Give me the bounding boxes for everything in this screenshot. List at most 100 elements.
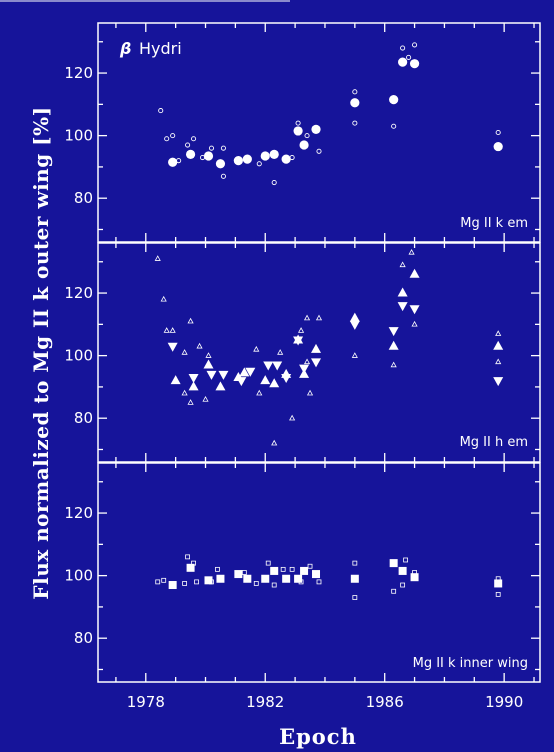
- data-point-filled-circle: [311, 124, 321, 134]
- data-point-filled-triangle-down: [245, 367, 256, 377]
- data-point-open-triangle: [187, 399, 194, 405]
- data-point-open-circle: [271, 180, 277, 186]
- data-point-filled-circle: [350, 98, 360, 108]
- data-point-filled-circle: [233, 156, 243, 166]
- data-point-open-square: [307, 563, 313, 569]
- panel-label-inner-wing: Mg II k inner wing: [413, 656, 528, 671]
- data-point-filled-triangle-up: [215, 381, 226, 391]
- data-point-open-circle: [316, 148, 322, 154]
- data-point-open-square: [182, 581, 188, 586]
- data-point-filled-square: [294, 574, 303, 583]
- data-point-open-square: [412, 570, 417, 575]
- data-point-open-triangle: [154, 255, 161, 261]
- x-axis-title: Epoch: [279, 724, 357, 749]
- data-point-open-circle: [495, 145, 501, 151]
- data-point-filled-triangle-down: [388, 327, 399, 337]
- y-tick-label: 80: [74, 629, 93, 647]
- y-tick-label: 100: [64, 127, 93, 145]
- data-point-open-circle: [158, 108, 164, 114]
- data-point-filled-triangle-down: [206, 370, 217, 380]
- data-point-open-square: [209, 579, 214, 585]
- data-point-open-circle: [412, 42, 418, 48]
- data-point-open-triangle: [196, 342, 203, 349]
- star-greek-letter: β: [119, 39, 131, 58]
- data-point-filled-square: [350, 574, 359, 583]
- data-point-filled-circle: [260, 151, 270, 161]
- data-point-open-triangle: [163, 327, 170, 333]
- tick-labels: 80 100 120 80 100 120 80 100 120 1978 1982 1986 1990: [64, 64, 523, 711]
- x-tick-label: 1990: [485, 693, 523, 711]
- data-point-open-circle: [406, 54, 412, 60]
- data-point-open-triangle: [411, 320, 418, 327]
- data-point-filled-triangle-down: [167, 342, 178, 352]
- data-point-filled-triangle-down: [281, 374, 292, 384]
- data-point-filled-triangle-down: [349, 320, 360, 330]
- data-point-open-circle: [289, 154, 295, 161]
- data-point-open-triangle: [202, 395, 209, 402]
- data-point-filled-circle: [185, 149, 196, 159]
- data-point-filled-square: [186, 563, 195, 572]
- data-point-filled-triangle-up: [188, 381, 199, 391]
- panel-label-h-em: Mg II h em: [460, 435, 528, 450]
- data-point-open-circle: [352, 89, 358, 95]
- data-point-open-circle: [391, 123, 397, 129]
- data-point-open-circle: [191, 136, 197, 142]
- data-point-filled-triangle-up: [493, 340, 504, 350]
- data-point-open-triangle: [408, 248, 415, 255]
- data-point-open-circle: [256, 161, 262, 167]
- data-point-open-square: [271, 582, 277, 588]
- data-point-open-circle: [304, 133, 310, 139]
- data-point-open-square: [403, 557, 409, 563]
- data-point-filled-triangle-down: [409, 305, 420, 315]
- data-point-filled-square: [216, 574, 225, 583]
- data-point-open-square: [215, 566, 220, 572]
- y-tick-label: 100: [64, 567, 93, 585]
- data-point-filled-triangle-down: [293, 336, 304, 346]
- data-point-open-triangle: [495, 330, 502, 336]
- data-point-open-circle: [220, 173, 226, 179]
- data-point-filled-square: [168, 581, 177, 590]
- data-point-filled-triangle-down: [397, 302, 408, 312]
- data-point-open-square: [298, 579, 304, 585]
- data-point-open-circle: [164, 136, 170, 142]
- data-point-filled-triangle-down: [188, 374, 199, 384]
- data-point-open-circle: [208, 145, 215, 151]
- data-point-filled-circle: [389, 95, 399, 105]
- data-point-filled-circle: [242, 154, 252, 164]
- data-point-filled-triangle-up: [397, 287, 408, 297]
- y-tick-label: 100: [64, 347, 93, 365]
- y-tick-label: 80: [74, 409, 93, 427]
- data-point-filled-square: [312, 570, 321, 579]
- data-point-filled-triangle-up: [388, 340, 399, 350]
- data-point-filled-triangle-down: [311, 358, 322, 368]
- data-point-open-circle: [295, 120, 301, 126]
- data-point-open-triangle: [205, 352, 212, 358]
- data-point-filled-triangle-up: [170, 375, 181, 385]
- data-point-open-triangle: [289, 414, 296, 421]
- data-point-open-triangle: [351, 352, 358, 358]
- data-point-open-circle: [185, 142, 191, 148]
- data-point-filled-triangle-down: [272, 361, 283, 371]
- data-point-open-triangle: [271, 439, 278, 446]
- data-point-filled-square: [243, 574, 252, 583]
- data-point-open-square: [185, 554, 190, 560]
- data-point-open-triangle: [303, 314, 311, 321]
- data-point-filled-triangle-up: [203, 359, 214, 369]
- data-point-open-circle: [199, 154, 206, 161]
- data-point-filled-circle: [281, 154, 291, 164]
- data-point-open-triangle: [495, 358, 502, 365]
- data-point-filled-square: [261, 574, 270, 583]
- data-point-open-circle: [495, 129, 501, 136]
- panel-frame-inner-wing: [97, 462, 541, 683]
- data-point-open-triangle: [169, 327, 176, 333]
- data-point-open-square: [265, 560, 271, 566]
- data-point-filled-square: [300, 566, 309, 575]
- data-point-open-square: [400, 582, 406, 588]
- data-point-filled-triangle-down: [236, 377, 247, 387]
- data-point-filled-circle: [293, 126, 303, 136]
- data-point-open-square: [352, 595, 358, 600]
- data-point-filled-square: [389, 559, 398, 568]
- data-point-open-triangle: [390, 361, 397, 368]
- y-tick-label: 80: [74, 189, 93, 207]
